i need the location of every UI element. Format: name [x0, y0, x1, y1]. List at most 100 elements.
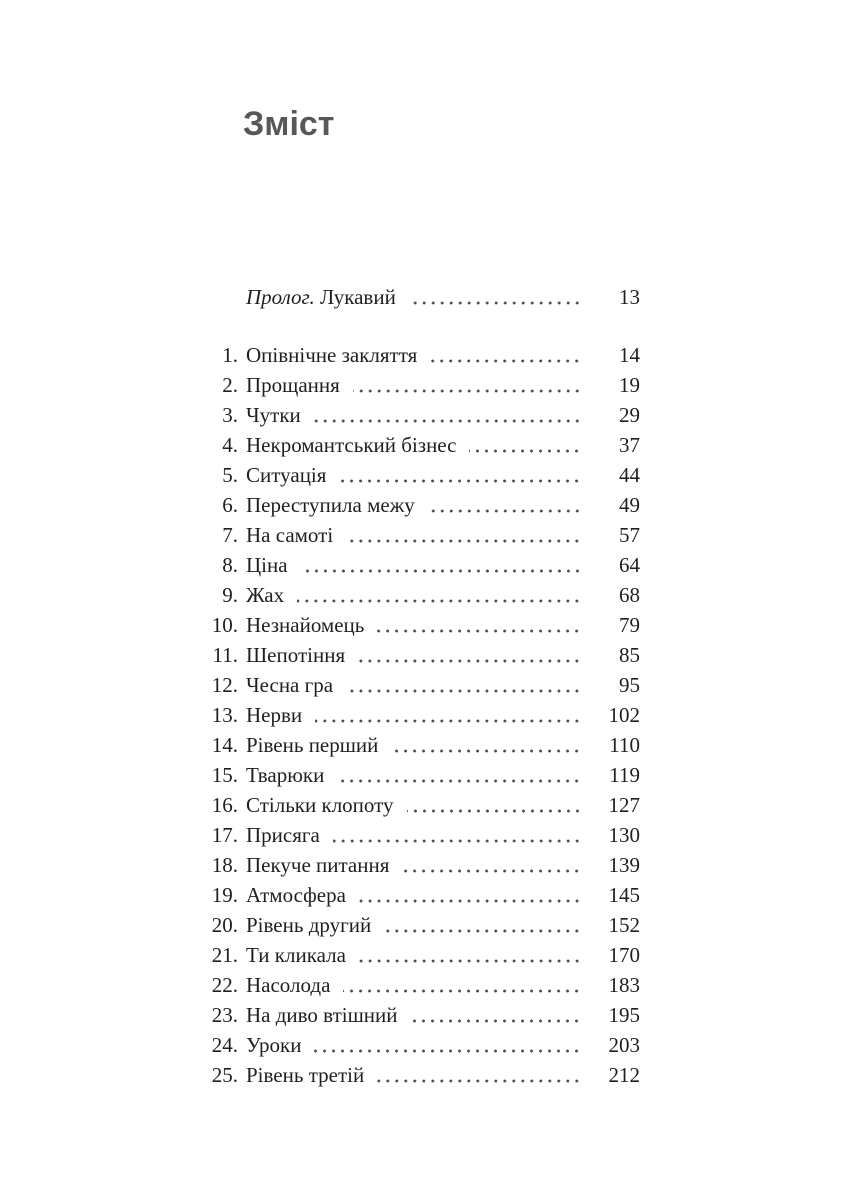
toc-prolog-row: Пролог. Лукавий 13 [200, 282, 640, 312]
toc-entry-row: 12. Чесна гра 95 [200, 670, 640, 700]
toc-entry-number: 5. [222, 463, 238, 487]
dot-leader [408, 282, 582, 312]
toc-entry-title: Присяга [246, 823, 320, 847]
toc-entry-page-number: 119 [609, 763, 640, 787]
dot-leader [427, 490, 582, 520]
dot-leader [358, 640, 582, 670]
toc-entry-page-number: 195 [608, 1003, 641, 1027]
toc-entry-page-number: 212 [608, 1063, 641, 1087]
toc-entry-number: 10. [211, 613, 238, 637]
toc-entry-title: Атмосфера [246, 883, 346, 907]
dot-leader [384, 910, 582, 940]
dot-leader [391, 730, 582, 760]
dot-leader [346, 670, 582, 700]
toc-entry-number: 21. [211, 943, 238, 967]
dot-leader [430, 340, 582, 370]
toc-entry-number: 17. [211, 823, 238, 847]
toc-entry-row: 22. Насолода 183 [200, 970, 640, 1000]
toc-entry-number: 3. [222, 403, 238, 427]
toc-entry-title: Ціна [246, 553, 288, 577]
toc-entry-number: 18. [211, 853, 238, 877]
toc-entry-row: 14. Рівень перший 110 [200, 730, 640, 760]
toc-entry-title: На диво втішний [246, 1003, 398, 1027]
toc-entry-number: 15. [211, 763, 238, 787]
toc-entry-title: Пекуче питання [246, 853, 390, 877]
toc-entry-page-number: 102 [608, 703, 641, 727]
toc-entry-page-number: 152 [608, 913, 641, 937]
toc-entry-title: Насолода [246, 973, 331, 997]
toc-entry-row: 24. Уроки 203 [200, 1030, 640, 1060]
toc-entry-row: 25. Рівень третій 212 [200, 1060, 640, 1090]
toc-entry-page-number: 13 [619, 285, 640, 309]
dot-leader [469, 430, 582, 460]
toc-entry-row: 18. Пекуче питання 139 [200, 850, 640, 880]
toc-entry-row: 16. Стільки клопоту 127 [200, 790, 640, 820]
toc-entry-title: Жах [246, 583, 285, 607]
dot-leader [358, 880, 582, 910]
dot-leader [377, 1060, 582, 1090]
toc-entry-number: 14. [211, 733, 238, 757]
toc-entry-number: 8. [222, 553, 238, 577]
toc-entry-title: Прощання [246, 373, 340, 397]
toc-entry-number: 23. [211, 1003, 238, 1027]
dot-leader [314, 1030, 582, 1060]
dot-leader [406, 790, 582, 820]
toc-entry-title: Рівень другий [246, 913, 372, 937]
toc-entry-row: 11. Шепотіння 85 [200, 640, 640, 670]
toc-entry-page-number: 79 [619, 613, 640, 637]
toc-entry-row: 20. Рівень другий 152 [200, 910, 640, 940]
dot-leader [346, 520, 582, 550]
toc-entry-row: 13. Нерви 102 [200, 700, 640, 730]
toc-entry-number [200, 282, 246, 312]
toc-entry-number: 16. [211, 793, 238, 817]
toc-entry-title: Некромантський бізнес [246, 433, 457, 457]
toc-entry-row: 15. Тварюки 119 [200, 760, 640, 790]
toc-entry-title: На самоті [246, 523, 334, 547]
toc-entry-row: 7. На самоті 57 [200, 520, 640, 550]
toc-entry-page-number: 203 [608, 1033, 641, 1057]
toc-entry-page-number: 14 [619, 343, 640, 367]
toc-entry-page-number: 145 [608, 883, 641, 907]
dot-leader [297, 580, 582, 610]
dot-leader [377, 610, 582, 640]
toc-entry-title: Чутки [246, 403, 301, 427]
toc-entry-row: 17. Присяга 130 [200, 820, 640, 850]
toc-entry-page-number: 49 [619, 493, 640, 517]
toc-entry-page-number: 19 [619, 373, 640, 397]
toc-entry-page-number: 57 [619, 523, 640, 547]
toc-entry-page-number: 37 [619, 433, 640, 457]
toc-entry-row: 8. Ціна 64 [200, 550, 640, 580]
dot-leader [352, 370, 582, 400]
toc-entry-title: Рівень третій [246, 1063, 365, 1087]
toc-entry-title: Тварюки [246, 763, 325, 787]
toc-entry-title: Опівнічне закляття [246, 343, 418, 367]
toc-entry-title: Уроки [246, 1033, 302, 1057]
toc-prolog-title: Пролог. Лукавий [246, 282, 396, 312]
toc-prolog-title-italic: Пролог. [246, 285, 315, 309]
toc-entry-title: Стільки клопоту [246, 793, 394, 817]
toc-entry-page-number: 29 [619, 403, 640, 427]
dot-leader [358, 940, 582, 970]
toc-entry-page-number: 68 [619, 583, 640, 607]
toc-entry-title: Незнайомець [246, 613, 365, 637]
toc-entry-title: Ситуація [246, 463, 327, 487]
toc-entry-list: 1. Опівнічне закляття 14 2. Прощання 19 … [200, 340, 640, 1090]
dot-leader [332, 820, 582, 850]
toc-entry-page-number: 64 [619, 553, 640, 577]
toc-entry-number: 13. [211, 703, 238, 727]
toc-entry-number: 7. [222, 523, 238, 547]
table-of-contents: Пролог. Лукавий 13 1. Опівнічне закляття… [200, 282, 640, 1090]
toc-entry-page-number: 183 [608, 973, 641, 997]
dot-leader [315, 700, 582, 730]
toc-entry-row: 9. Жах 68 [200, 580, 640, 610]
toc-entry-row: 23. На диво втішний 195 [200, 1000, 640, 1030]
page-title: Зміст [243, 105, 335, 143]
toc-entry-number: 25. [211, 1063, 238, 1087]
toc-entry-page-number: 170 [608, 943, 641, 967]
dot-leader [339, 460, 582, 490]
toc-entry-page-number: 127 [608, 793, 641, 817]
dot-leader [300, 550, 582, 580]
toc-entry-title: Шепотіння [246, 643, 346, 667]
toc-entry-title: Ти кликала [246, 943, 346, 967]
